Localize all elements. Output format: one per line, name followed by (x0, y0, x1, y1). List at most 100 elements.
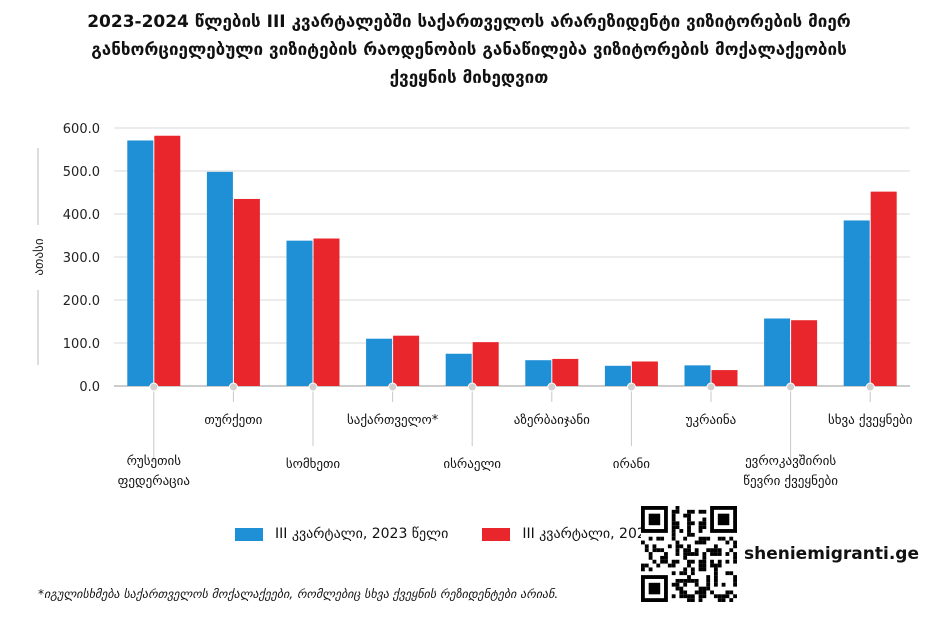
qr-module (648, 536, 653, 541)
qr-module (706, 582, 711, 587)
qr-module (690, 521, 695, 526)
qr-module (710, 590, 714, 595)
qr-module (698, 594, 703, 599)
qr-module (687, 552, 691, 556)
qr-module (706, 548, 711, 553)
qr-finder-center (648, 582, 661, 595)
qr-module (702, 567, 707, 572)
qr-module (694, 582, 699, 587)
qr-module (648, 567, 653, 572)
qr-module (675, 521, 680, 526)
qr-finder-center (717, 513, 730, 526)
qr-module (710, 552, 714, 556)
qr-module (702, 563, 707, 568)
qr-module (679, 578, 684, 583)
qr-module (671, 529, 676, 533)
qr-module (713, 552, 718, 556)
qr-module (683, 590, 688, 595)
qr-module (690, 578, 695, 583)
y-tick-label: 600.0 (63, 122, 100, 137)
qr-module (729, 571, 734, 576)
qr-module (644, 544, 649, 549)
qr-module (729, 590, 734, 595)
qr-module (675, 544, 680, 549)
qr-module (656, 536, 661, 541)
legend-label-2023: III კვარტალი, 2023 წელი (275, 526, 449, 542)
qr-module (698, 509, 703, 514)
x-tick-label: წევრი ქვეყნები (743, 474, 838, 489)
legend-swatch-2024 (482, 527, 511, 541)
bar-2023 (604, 365, 631, 386)
qr-module (683, 571, 688, 576)
qr-module (671, 521, 676, 526)
bar-chart: 600.0 500.0 400.0 300.0 200.0 100.0 0.0 ათასი რუ… (32, 122, 913, 489)
qr-module (687, 575, 691, 579)
qr-module (656, 563, 661, 568)
qr-module (702, 525, 707, 530)
x-tick-label: რუსეთის (127, 454, 182, 469)
qr-module (687, 544, 691, 549)
qr-module (694, 540, 699, 545)
qr-module (733, 578, 737, 583)
qr-module (713, 563, 718, 568)
qr-module (660, 559, 665, 564)
y-tick-label: 0.0 (79, 380, 100, 395)
qr-module (733, 559, 737, 564)
qr-module (671, 532, 676, 537)
qr-module (690, 552, 695, 556)
bar-2024 (233, 198, 260, 386)
qr-module (690, 571, 695, 576)
qr-module (683, 594, 688, 599)
qr-module (690, 559, 695, 564)
qr-code-icon[interactable] (641, 506, 737, 602)
bar-2024 (154, 135, 181, 386)
qr-module (652, 544, 657, 549)
qr-module (713, 544, 718, 549)
watermark-site[interactable]: sheniemigranti.ge (744, 544, 919, 564)
qr-module (721, 582, 726, 587)
qr-module (698, 525, 703, 530)
qr-module (706, 586, 711, 591)
qr-module (675, 582, 680, 587)
qr-module (690, 594, 695, 599)
y-tick-label: 300.0 (63, 251, 100, 266)
qr-module (733, 555, 737, 560)
qr-module (644, 563, 649, 568)
qr-module (713, 582, 718, 587)
category-marker (228, 382, 238, 392)
qr-module (683, 536, 688, 541)
qr-module (725, 559, 730, 564)
qr-module (683, 567, 688, 572)
qr-module (702, 536, 707, 541)
qr-module (652, 548, 657, 553)
qr-module (702, 559, 707, 564)
qr-module (717, 548, 722, 553)
qr-module (687, 598, 691, 602)
qr-module (713, 567, 718, 572)
qr-module (687, 563, 691, 568)
qr-module (679, 594, 684, 599)
category-marker (547, 382, 557, 392)
qr-module (664, 555, 668, 560)
qr-module (675, 540, 680, 545)
qr-module (683, 578, 688, 583)
qr-module (733, 575, 737, 579)
x-tick-label: აზერბაიჯანი (514, 413, 590, 428)
qr-module (694, 548, 699, 553)
qr-module (725, 590, 730, 595)
chart-title-line-2: განხორციელებული ვიზიტების რაოდენობის გან… (91, 40, 847, 60)
bar-2024 (870, 191, 897, 386)
legend-swatch-2023 (235, 527, 263, 541)
qr-module (733, 594, 737, 599)
qr-module (706, 536, 711, 541)
chart-title-line-3: ქვეყნის მიხედვით (389, 68, 549, 88)
qr-module (698, 586, 703, 591)
qr-module (721, 598, 726, 602)
bar-2023 (525, 360, 552, 386)
qr-module (713, 548, 718, 553)
qr-module (671, 594, 676, 599)
x-tick-label: უკრაინა (686, 413, 737, 428)
qr-module (660, 555, 665, 560)
qr-module (683, 555, 688, 560)
qr-module (675, 525, 680, 530)
